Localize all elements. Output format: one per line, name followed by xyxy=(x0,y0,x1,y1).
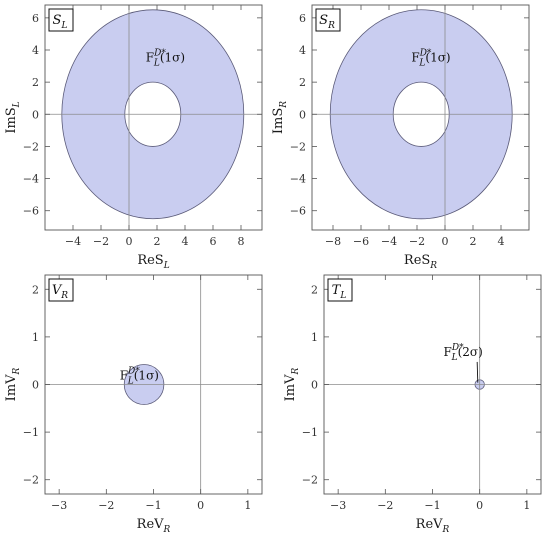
y-tick-label: 0 xyxy=(32,108,39,121)
plot-frame xyxy=(311,4,530,231)
panel-label-box xyxy=(48,278,74,302)
y-tick-label: 2 xyxy=(299,76,306,89)
y-tick-label: 2 xyxy=(32,283,39,296)
y-tick-label: −2 xyxy=(23,140,39,153)
x-tick-label: 2 xyxy=(154,235,161,248)
region-annotation: FD* L(1σ) xyxy=(411,48,450,68)
x-tick-label: 6 xyxy=(210,235,217,248)
panel-label-text: TL xyxy=(332,283,347,301)
x-tick-label: −2 xyxy=(98,499,114,512)
x-tick-label: 0 xyxy=(197,499,204,512)
panel-label: SR xyxy=(315,8,341,32)
plot-area xyxy=(45,275,262,494)
plot-frame xyxy=(44,4,263,231)
y-tick-label: 2 xyxy=(32,76,39,89)
panel-3: −3 −2 −1 0 1 −2 −1 0 1 2 VR ReVR ImVR FD* L(1σ) xyxy=(4,274,263,535)
y-tick-label: 6 xyxy=(299,12,306,25)
x-axis-title: ReSL xyxy=(137,253,169,271)
y-tick-label: 4 xyxy=(299,44,306,57)
y-tick-label: 1 xyxy=(311,331,318,344)
x-tick-label: 0 xyxy=(476,499,483,512)
y-tick-label: 1 xyxy=(32,331,39,344)
x-tick-label: −6 xyxy=(353,235,369,248)
plot-area xyxy=(312,5,529,230)
x-tick-label: −4 xyxy=(381,235,397,248)
panel-label-box xyxy=(315,8,341,32)
region-annotation: FD* L(2σ) xyxy=(444,343,483,363)
region-annotation: FD* L(1σ) xyxy=(146,48,185,68)
y-tick-label: 6 xyxy=(32,12,39,25)
panel-label-text: SL xyxy=(53,13,68,31)
y-axis-title: ImVR xyxy=(4,367,22,401)
y-tick-label: −6 xyxy=(290,205,306,218)
y-axis-title: ImSR xyxy=(271,101,289,134)
x-axis-title: ReSR xyxy=(404,253,437,271)
x-tick-label: 1 xyxy=(523,499,530,512)
panel-4: −3 −2 −1 0 1 −2 −1 0 1 2 TL ReVR ImVR FD* L(2σ) xyxy=(283,274,542,535)
y-tick-label: −2 xyxy=(23,474,39,487)
x-tick-label: 0 xyxy=(126,235,133,248)
x-tick-label: −3 xyxy=(330,499,346,512)
y-tick-label: −2 xyxy=(302,474,318,487)
panel-label-text: VR xyxy=(52,283,68,301)
x-tick-label: −2 xyxy=(93,235,109,248)
plot-area xyxy=(324,275,541,494)
y-tick-label: 2 xyxy=(311,283,318,296)
panel-label-box xyxy=(327,278,353,302)
y-tick-label: −1 xyxy=(23,426,39,439)
x-tick-label: −2 xyxy=(409,235,425,248)
x-tick-label: 0 xyxy=(442,235,449,248)
panel-label: TL xyxy=(327,278,353,302)
panel-label-box xyxy=(48,8,74,32)
x-axis-title: ReVR xyxy=(137,517,171,535)
x-tick-label: −4 xyxy=(65,235,81,248)
x-tick-label: 4 xyxy=(498,235,505,248)
panel-2: −8 −6 −4 −2 0 2 4 −6 −4 −2 0 2 4 6 SR ReSR ImSR FD* L(1σ) xyxy=(271,4,530,271)
x-tick-label: 1 xyxy=(244,499,251,512)
region-annotation: FD* L(1σ) xyxy=(120,367,159,387)
x-tick-label: −8 xyxy=(325,235,341,248)
y-tick-label: −4 xyxy=(23,173,39,186)
y-axis-title: ImSL xyxy=(4,101,22,133)
x-axis-title: ReVR xyxy=(416,517,450,535)
panel-label: SL xyxy=(48,8,74,32)
y-tick-label: −1 xyxy=(302,426,318,439)
x-tick-label: −1 xyxy=(145,499,161,512)
y-tick-label: −4 xyxy=(290,173,306,186)
panel-label-text: SR xyxy=(319,13,335,31)
panel-label: VR xyxy=(48,278,74,302)
y-tick-label: −6 xyxy=(23,205,39,218)
annotation-pointer xyxy=(476,361,479,383)
x-tick-label: −3 xyxy=(51,499,67,512)
x-tick-label: 2 xyxy=(470,235,477,248)
panel-1: −4 −2 0 2 4 6 8 −6 −4 −2 0 2 4 6 SL ReSL ImSL FD* L(1σ) xyxy=(4,4,263,271)
y-tick-label: 4 xyxy=(32,44,39,57)
y-tick-label: 0 xyxy=(311,379,318,392)
y-tick-label: 0 xyxy=(299,108,306,121)
x-tick-label: −1 xyxy=(424,499,440,512)
y-tick-label: 0 xyxy=(32,379,39,392)
x-tick-label: 8 xyxy=(238,235,245,248)
x-tick-label: 4 xyxy=(182,235,189,248)
y-axis-title: ImVR xyxy=(283,367,301,401)
y-tick-label: −2 xyxy=(290,140,306,153)
x-tick-label: −2 xyxy=(377,499,393,512)
plot-area xyxy=(45,5,262,230)
